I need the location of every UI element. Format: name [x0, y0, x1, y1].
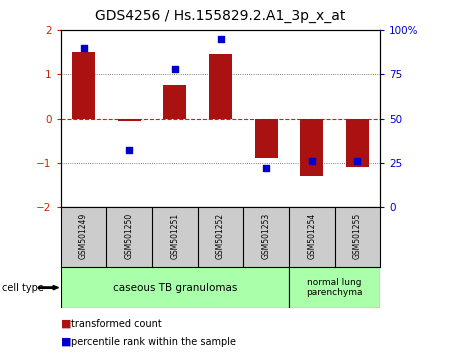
Text: caseous TB granulomas: caseous TB granulomas [112, 282, 237, 293]
Bar [209, 55, 232, 119]
Bar [118, 119, 140, 121]
Text: GSM501253: GSM501253 [261, 213, 270, 259]
Text: GSM501255: GSM501255 [353, 213, 362, 259]
Text: percentile rank within the sample: percentile rank within the sample [71, 337, 236, 347]
Point [354, 158, 361, 164]
Bar [289, 267, 380, 308]
Bar [255, 119, 278, 159]
Text: ■: ■ [61, 319, 71, 329]
Point [308, 158, 315, 164]
Point [262, 165, 270, 171]
Point [217, 36, 224, 42]
Point [171, 66, 179, 72]
Text: GSM501249: GSM501249 [79, 213, 88, 259]
Text: GSM501254: GSM501254 [307, 213, 316, 259]
Point [80, 45, 87, 51]
Text: transformed count: transformed count [71, 319, 162, 329]
Text: cell type: cell type [2, 282, 44, 293]
Point [126, 148, 133, 153]
Text: GSM501252: GSM501252 [216, 213, 225, 259]
Text: GDS4256 / Hs.155829.2.A1_3p_x_at: GDS4256 / Hs.155829.2.A1_3p_x_at [95, 9, 346, 23]
Bar [346, 119, 369, 167]
Bar [72, 52, 95, 119]
Text: GSM501251: GSM501251 [171, 213, 180, 259]
Text: GSM501250: GSM501250 [125, 213, 134, 259]
Text: ■: ■ [61, 337, 71, 347]
Bar [301, 119, 323, 176]
Text: normal lung
parenchyma: normal lung parenchyma [306, 278, 363, 297]
Bar [61, 267, 289, 308]
Bar [163, 85, 186, 119]
